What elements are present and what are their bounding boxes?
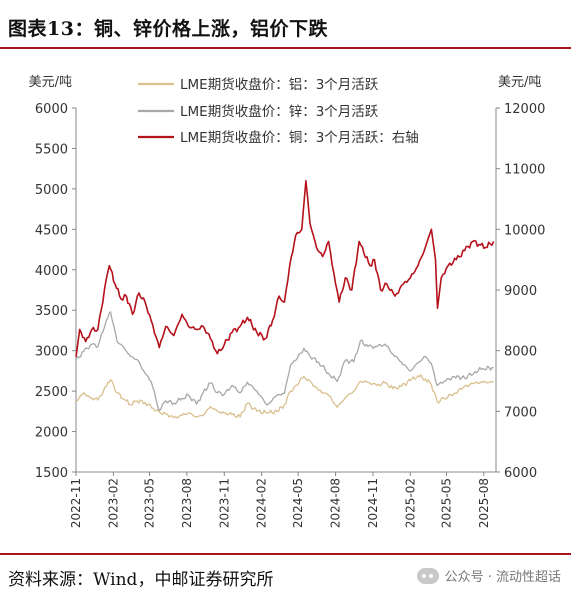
x-tick-label: 2024-11 bbox=[366, 478, 380, 528]
left-tick-label: 5500 bbox=[35, 142, 68, 157]
left-tick-label: 2500 bbox=[35, 385, 68, 400]
page-title: 图表13：铜、锌价格上涨，铝价下跌 bbox=[8, 18, 328, 40]
right-axis-unit: 美元/吨 bbox=[498, 75, 541, 90]
right-tick-label: 10000 bbox=[504, 223, 545, 238]
legend-label-zinc: LME期货收盘价：锌：3个月活跃 bbox=[180, 103, 379, 120]
chart-panel: 美元/吨 美元/吨 6000 5500 5000 4500 4000 3500 3000 2500… bbox=[0, 58, 571, 548]
left-tick-label: 2000 bbox=[35, 426, 68, 441]
series-line-aluminum bbox=[75, 374, 494, 419]
x-tick-label: 2025-05 bbox=[439, 478, 453, 528]
left-tick-label: 3500 bbox=[35, 304, 68, 319]
x-tick-label: 2023-05 bbox=[143, 478, 157, 528]
right-tick-label: 7000 bbox=[504, 405, 537, 420]
right-tick-label: 12000 bbox=[504, 102, 545, 117]
x-tick-label: 2025-02 bbox=[403, 478, 417, 528]
x-tick-label: 2024-05 bbox=[291, 478, 305, 528]
title-rule bbox=[0, 47, 571, 49]
left-tick-label: 3000 bbox=[35, 345, 68, 360]
right-tick-label: 11000 bbox=[504, 163, 545, 178]
series-line-zinc bbox=[75, 311, 494, 412]
x-tick-label: 2023-02 bbox=[106, 478, 120, 528]
wechat-icon bbox=[416, 567, 439, 584]
x-tick-label: 2025-08 bbox=[477, 478, 491, 528]
right-tick-label: 9000 bbox=[504, 284, 537, 299]
x-tick-label: 2024-02 bbox=[255, 478, 269, 528]
left-tick-label: 6000 bbox=[35, 102, 68, 117]
right-tick-label: 8000 bbox=[504, 345, 537, 360]
left-tick-label: 1500 bbox=[35, 466, 68, 481]
left-tick-label: 5000 bbox=[35, 183, 68, 198]
series-line-copper bbox=[75, 180, 495, 357]
x-tick-label: 2024-08 bbox=[329, 478, 343, 528]
footer: 资料来源：Wind，中邮证券研究所 公众号 · 流动性超话 bbox=[0, 556, 571, 596]
legend-label-copper: LME期货收盘价：铜：3个月活跃：右轴 bbox=[180, 129, 419, 146]
price-line-chart: 美元/吨 美元/吨 6000 5500 5000 4500 4000 3500 3000 2500… bbox=[29, 75, 546, 528]
title-bar: 图表13：铜、锌价格上涨，铝价下跌 bbox=[0, 0, 571, 58]
x-tick-label: 2022-11 bbox=[69, 478, 83, 528]
watermark: 公众号 · 流动性超话 bbox=[416, 566, 561, 585]
source-note: 资料来源：Wind，中邮证券研究所 bbox=[8, 570, 274, 590]
left-tick-label: 4000 bbox=[35, 264, 68, 279]
left-tick-label: 4500 bbox=[35, 223, 68, 238]
right-tick-label: 6000 bbox=[504, 466, 537, 481]
footer-rule bbox=[0, 553, 571, 555]
x-tick-label: 2023-11 bbox=[217, 478, 231, 528]
x-tick-label: 2023-08 bbox=[180, 478, 194, 528]
watermark-text: 公众号 · 流动性超话 bbox=[444, 570, 561, 585]
left-axis-unit: 美元/吨 bbox=[29, 75, 72, 90]
legend-label-aluminum: LME期货收盘价：铝：3个月活跃 bbox=[180, 76, 379, 93]
